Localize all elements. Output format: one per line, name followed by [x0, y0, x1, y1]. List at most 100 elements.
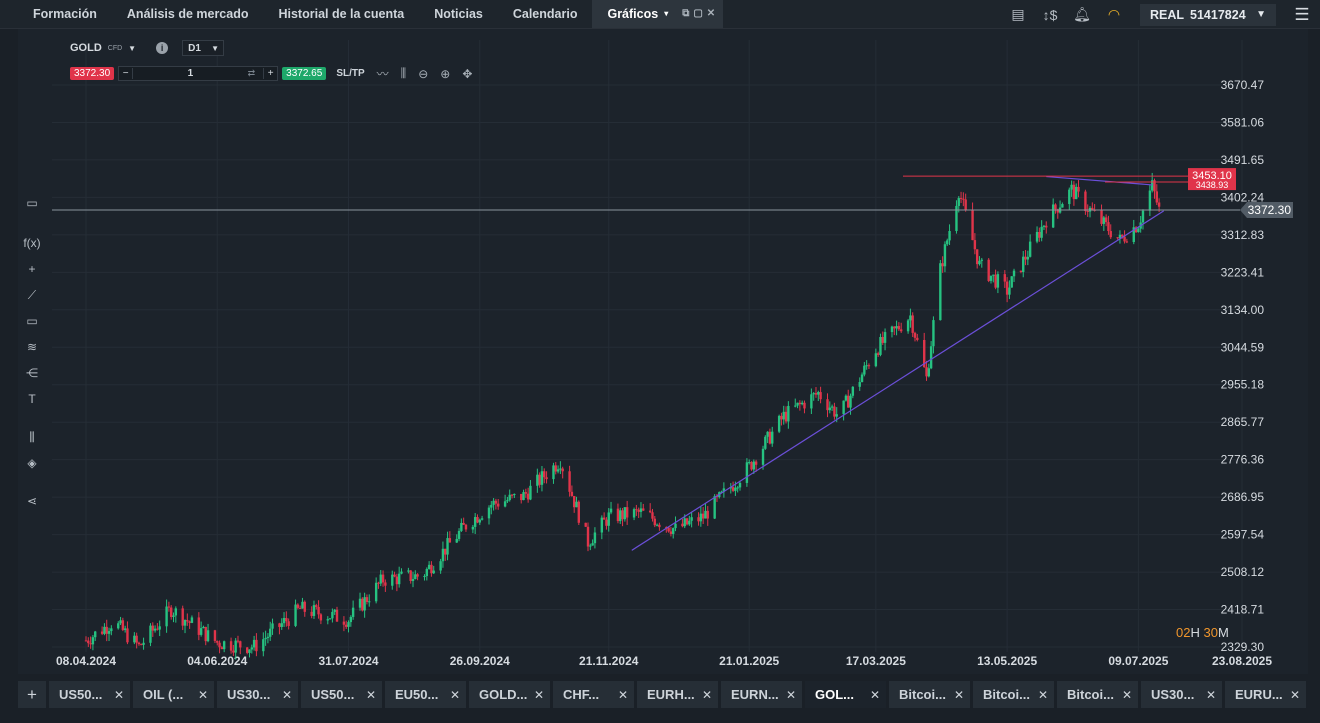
layers-icon[interactable]: ◈	[27, 456, 37, 470]
close-icon[interactable]: ✕	[365, 687, 376, 702]
increase-button[interactable]: +	[263, 68, 277, 79]
close-icon[interactable]: ✕	[281, 687, 292, 702]
tab-historial-de-la-cuenta[interactable]: Historial de la cuenta	[278, 7, 405, 21]
indicators-icon[interactable]: f(x)	[23, 236, 41, 250]
close-icon[interactable]: ✕	[1037, 687, 1048, 702]
candle-body	[462, 522, 465, 525]
candle-body	[282, 617, 286, 624]
tab-noticias[interactable]: Noticias	[434, 7, 483, 21]
symbol-tab[interactable]: Bitcoi... ✕	[1057, 681, 1138, 708]
chevron-down-icon[interactable]: ▾	[664, 9, 669, 18]
tab-analisis-de-mercado[interactable]: Análisis de mercado	[126, 7, 249, 21]
chart-area[interactable]	[18, 29, 1308, 674]
symbol-tab-label: Bitcoi...	[899, 687, 946, 702]
close-icon[interactable]: ✕	[533, 687, 544, 702]
close-icon[interactable]: ✕	[701, 687, 712, 702]
close-icon[interactable]: ✕	[785, 687, 796, 702]
symbol-tab[interactable]: US30... ✕	[217, 681, 298, 708]
zoom-in-icon[interactable]: ⊕	[440, 66, 451, 81]
bell-icon[interactable]: 🔔︎	[1073, 6, 1091, 22]
chart-type-icon[interactable]: ▭	[26, 196, 38, 210]
trendline-icon[interactable]: ⟋	[27, 287, 37, 302]
candle-body	[556, 469, 560, 472]
candle-body	[651, 512, 654, 519]
symbol-tab[interactable]: EURU... ✕	[1225, 681, 1306, 708]
close-icon[interactable]: ✕	[449, 687, 460, 702]
close-icon[interactable]: ✕	[617, 687, 628, 702]
move-icon[interactable]: ✥	[462, 66, 473, 81]
close-icon[interactable]: ✕	[953, 687, 964, 702]
gann-fan-icon[interactable]: ⋲	[26, 366, 38, 380]
candle-body	[264, 637, 267, 640]
timeframe-select[interactable]: D1 ▼	[182, 40, 225, 56]
symbol-tab[interactable]: OIL (... ✕	[133, 681, 214, 708]
candle-body	[683, 518, 686, 527]
candle-body	[992, 274, 995, 276]
deposit-icon[interactable]: ↕$	[1042, 6, 1058, 23]
popout-icon[interactable]: ⧉	[682, 8, 690, 19]
candle-body	[444, 548, 447, 555]
tab-calendario[interactable]: Calendario	[512, 7, 578, 21]
text-icon[interactable]: T	[28, 392, 36, 406]
symbol-tab[interactable]: US30... ✕	[1141, 681, 1222, 708]
account-selector[interactable]: REAL 51417824 ▼	[1140, 3, 1276, 26]
share-icon[interactable]: ⋖	[26, 494, 38, 508]
sell-button[interactable]: 3372.30	[70, 67, 115, 80]
quantity-value[interactable]: 1	[187, 68, 194, 79]
quantity-stepper[interactable]: − 1 ⇄ +	[118, 66, 279, 81]
symbol-tab[interactable]: Bitcoi... ✕	[889, 681, 970, 708]
candle-body	[1019, 270, 1023, 273]
chevron-down-icon[interactable]: ▼	[128, 43, 137, 53]
swap-icon[interactable]: ⇄	[247, 68, 256, 78]
symbol-tab[interactable]: EURN... ✕	[721, 681, 802, 708]
maximize-icon[interactable]: ▢	[693, 8, 703, 19]
close-icon[interactable]: ✕	[1121, 687, 1132, 702]
symbol-name[interactable]: GOLD	[70, 42, 102, 54]
candle-chart-icon[interactable]: ⫼	[400, 66, 407, 80]
symbol-tab[interactable]: CHF... ✕	[553, 681, 634, 708]
tab-graficos[interactable]: Gráficos ▾ ⧉ ▢ ✕	[592, 0, 724, 28]
x-tick-label: 21.01.2025	[719, 654, 779, 668]
menu-icon[interactable]: ☰	[1294, 4, 1310, 24]
y-tick-label: 2865.77	[1221, 415, 1265, 429]
symbol-tab-label: US30...	[1151, 687, 1195, 702]
symbol-tab[interactable]: US50... ✕	[301, 681, 382, 708]
decrease-button[interactable]: −	[119, 68, 134, 79]
candle-body	[794, 405, 797, 407]
crosshair-icon[interactable]: +	[28, 262, 36, 276]
fibonacci-icon[interactable]: ≋	[26, 340, 38, 354]
candle-body	[310, 611, 313, 616]
candle-body	[568, 471, 571, 492]
close-icon[interactable]: ✕	[113, 687, 124, 702]
candle-body	[828, 407, 832, 411]
buy-button[interactable]: 3372.65	[282, 67, 327, 80]
symbol-tab[interactable]: US50... ✕	[49, 681, 130, 708]
candles-icon[interactable]: ⫼	[29, 429, 35, 444]
candle-body	[496, 503, 500, 507]
line-chart-icon[interactable]: 〰	[376, 67, 389, 81]
symbol-tab[interactable]: EU50... ✕	[385, 681, 466, 708]
candle-body	[494, 500, 498, 504]
candle-body	[423, 576, 426, 578]
symbol-tab[interactable]: GOLD... ✕	[469, 681, 550, 708]
add-tab-button[interactable]: +	[18, 681, 46, 708]
zoom-out-icon[interactable]: ⊖	[418, 66, 429, 81]
y-tick-label: 3402.24	[1221, 190, 1265, 204]
rectangle-icon[interactable]: ▭	[26, 314, 38, 328]
tab-formacion[interactable]: Formación	[33, 7, 97, 21]
symbol-tab[interactable]: GOL... ✕	[805, 681, 886, 708]
symbol-tab[interactable]: EURH... ✕	[637, 681, 718, 708]
close-icon[interactable]: ✕	[1205, 687, 1216, 702]
close-icon[interactable]: ✕	[869, 687, 880, 702]
candle-body	[879, 337, 882, 355]
layout-icon[interactable]: ▤	[1011, 6, 1025, 22]
info-icon[interactable]: i	[156, 42, 169, 54]
sltp-button[interactable]: SL/TP	[336, 68, 365, 79]
close-icon[interactable]: ✕	[706, 8, 716, 19]
close-icon[interactable]: ✕	[1289, 687, 1300, 702]
close-icon[interactable]: ✕	[197, 687, 208, 702]
candle-body	[1109, 231, 1112, 238]
candle-body	[996, 274, 1000, 288]
symbol-tab[interactable]: Bitcoi... ✕	[973, 681, 1054, 708]
